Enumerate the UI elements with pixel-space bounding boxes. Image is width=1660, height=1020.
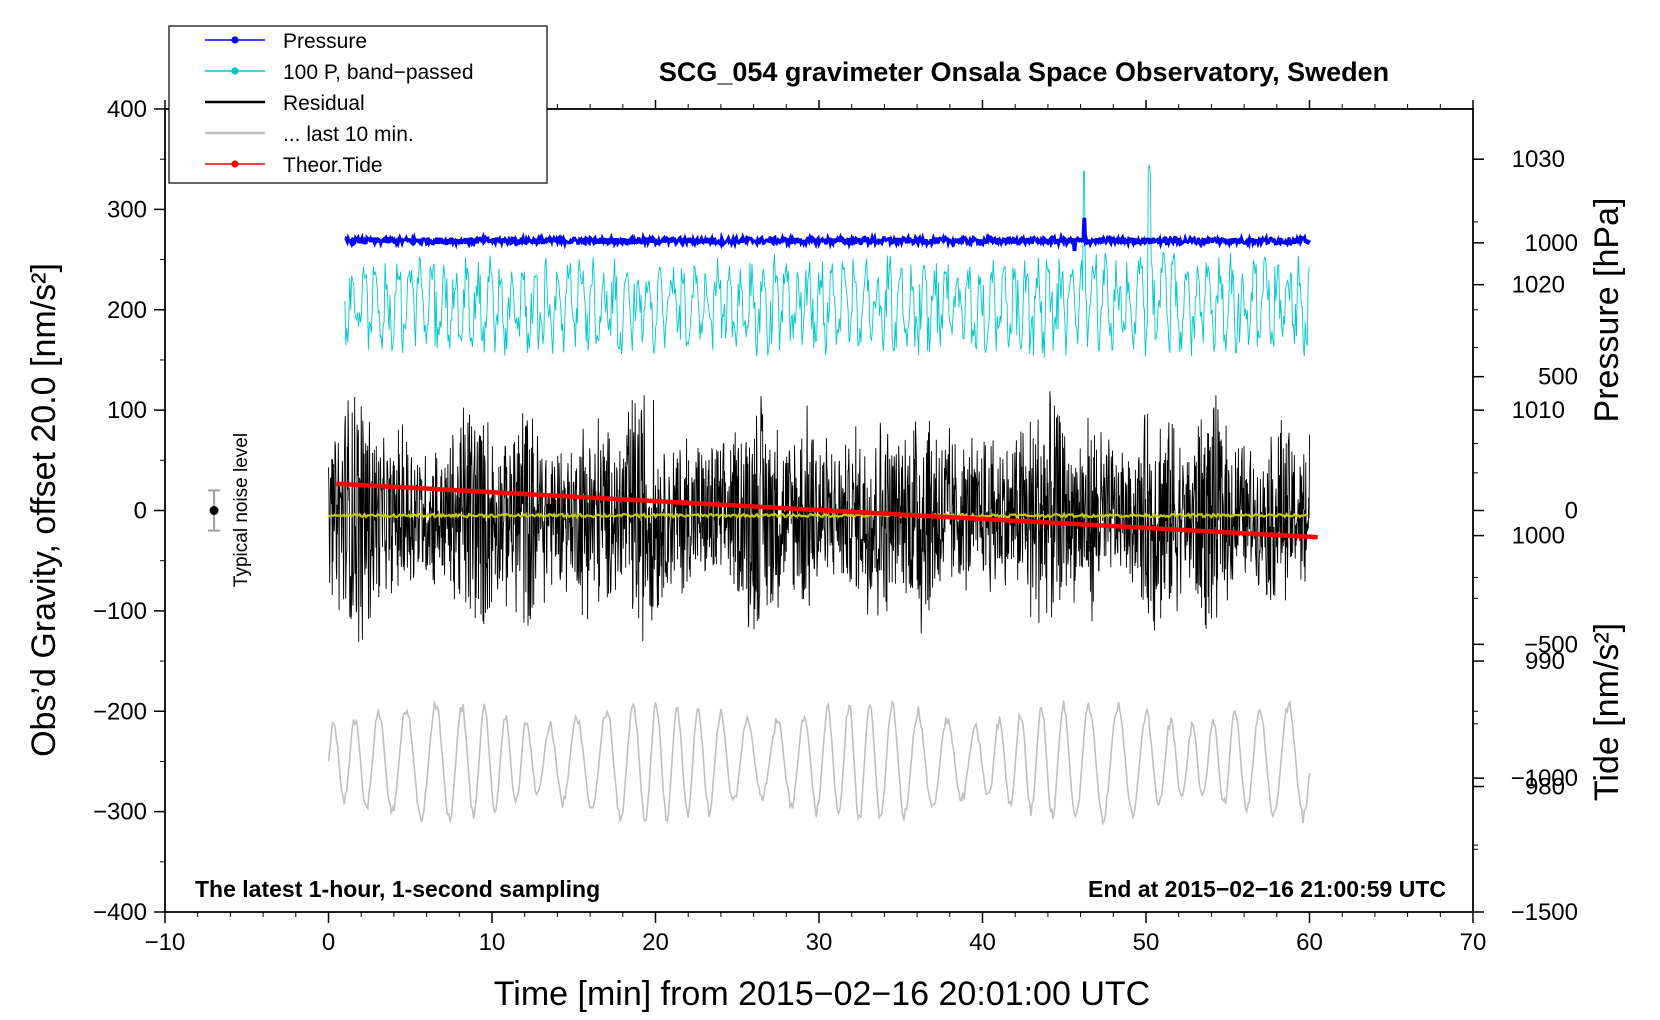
y-tick-label: 100 (107, 397, 147, 424)
series-theor-tide (336, 481, 1318, 540)
legend-label: Residual (283, 92, 365, 115)
axes: −10 0 10 20 30 40 50 60 70−400−300−200−100010020… (93, 96, 1578, 956)
pressure-tick-label: 1010 (1512, 397, 1565, 424)
tide-tick-label: −1500 (1511, 899, 1578, 926)
pressure-tick-label: 1020 (1512, 272, 1565, 299)
sampling-note: The latest 1-hour, 1-second sampling (195, 876, 600, 902)
tide-tick-label: 500 (1538, 364, 1578, 391)
noise-bar-center (209, 506, 219, 515)
y-tick-label: 200 (107, 297, 147, 324)
tide-tick-label: 1000 (1525, 230, 1578, 257)
x-tick-label: 40 (969, 929, 996, 956)
legend-label: Theor.Tide (283, 154, 383, 177)
series-pressure (344, 217, 1311, 252)
x-tick-label: 50 (1133, 929, 1160, 956)
x-axis-title: Time [min] from 2015−02−16 20:01:00 UTC (494, 975, 1150, 1013)
legend-label: ... last 10 min. (283, 123, 414, 146)
x-tick-label: 20 (642, 929, 669, 956)
legend: Pressure 100 P, band−passed Residual ... la… (168, 25, 548, 184)
y-tick-label: −400 (93, 899, 147, 926)
tide-tick-label: −500 (1524, 631, 1578, 658)
x-tick-label: 0 (322, 929, 335, 956)
pressure-tick-label: 990 (1525, 648, 1565, 675)
end-time-note: End at 2015−02−16 21:00:59 UTC (1088, 876, 1446, 902)
x-tick-label: 10 (479, 929, 506, 956)
legend-label: 100 P, band−passed (283, 61, 474, 84)
legend-marker (231, 67, 239, 75)
tide-tick-label: −1000 (1511, 765, 1578, 792)
pressure-tick-label: 980 (1525, 774, 1565, 801)
legend-box (168, 25, 548, 184)
y-tick-label: −100 (93, 598, 147, 625)
chart-title: SCG_054 gravimeter Onsala Space Observat… (659, 57, 1389, 87)
y-axis-title: Obs’d Gravity, offset 20.0 [nm/s²] (25, 263, 63, 757)
series-last-10-min (327, 699, 1311, 826)
x-tick-label: −10 (145, 929, 186, 956)
plot-area (208, 164, 1318, 826)
series-band-passed-pressure (344, 164, 1310, 358)
legend-marker (231, 36, 239, 44)
x-tick-label: 60 (1296, 929, 1323, 956)
legend-marker (231, 160, 239, 168)
y-tick-label: 400 (107, 96, 147, 123)
x-tick-label: 70 (1460, 929, 1487, 956)
tide-tick-label: 0 (1565, 498, 1578, 525)
pressure-axis-title: Pressure [hPa] (1588, 198, 1626, 423)
legend-label: Pressure (283, 30, 367, 53)
series-residual-smoothed (327, 512, 1309, 520)
pressure-tick-label: 1000 (1512, 523, 1565, 550)
x-tick-label: 30 (806, 929, 833, 956)
y-tick-label: −300 (93, 799, 147, 826)
noise-level-label: Typical noise level (231, 433, 252, 587)
y-tick-label: 0 (134, 498, 147, 525)
y-tick-label: −200 (93, 698, 147, 725)
tide-axis-title: Tide [nm/s²] (1588, 623, 1626, 801)
pressure-tick-label: 1030 (1512, 146, 1565, 173)
y-tick-label: 300 (107, 196, 147, 223)
